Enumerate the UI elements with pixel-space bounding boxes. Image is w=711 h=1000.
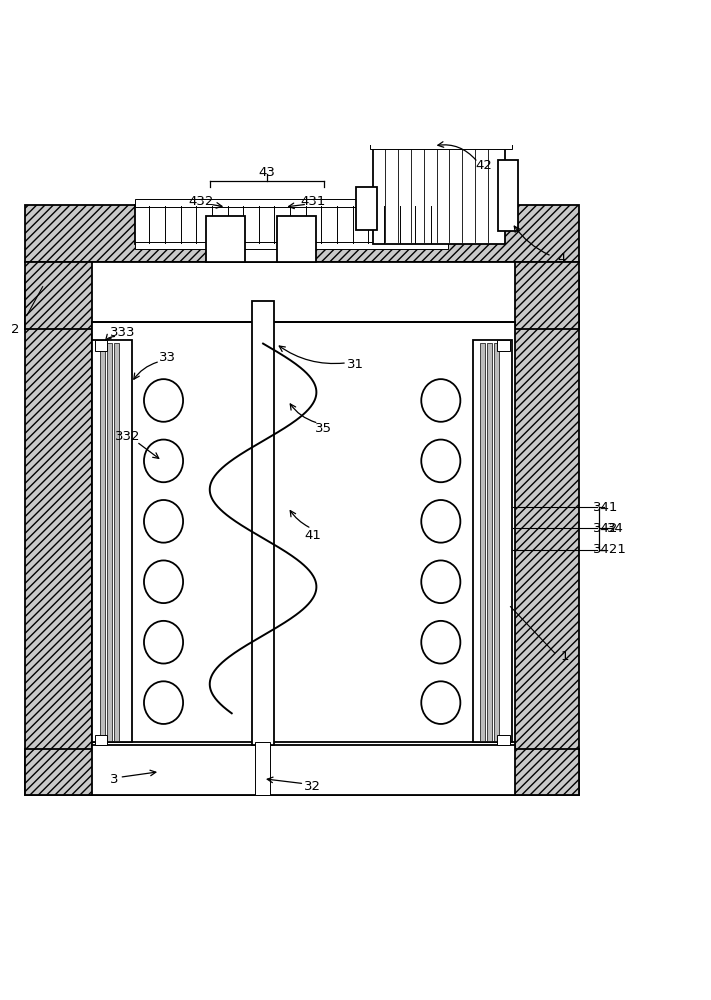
Bar — [497, 735, 510, 745]
Ellipse shape — [421, 379, 461, 422]
Ellipse shape — [421, 500, 461, 543]
Text: 342: 342 — [593, 522, 619, 535]
Text: 31: 31 — [347, 358, 364, 371]
Bar — [95, 340, 107, 351]
Bar — [473, 340, 512, 742]
Bar — [92, 322, 515, 749]
Bar — [494, 343, 499, 741]
Bar — [356, 187, 377, 230]
Bar — [255, 742, 270, 795]
Text: 33: 33 — [159, 351, 176, 364]
Ellipse shape — [421, 681, 461, 724]
Ellipse shape — [421, 560, 461, 603]
Ellipse shape — [144, 621, 183, 664]
Bar — [370, 140, 512, 149]
Bar — [25, 205, 579, 262]
Bar — [277, 216, 316, 262]
Bar — [363, 194, 515, 205]
Bar — [135, 199, 448, 207]
Text: 332: 332 — [115, 430, 141, 443]
Bar — [242, 205, 292, 262]
Text: 3: 3 — [109, 773, 118, 786]
Bar — [114, 343, 119, 741]
Bar — [512, 276, 579, 795]
Bar — [373, 145, 505, 244]
Ellipse shape — [421, 440, 461, 482]
Ellipse shape — [144, 500, 183, 543]
Text: 2: 2 — [11, 323, 20, 336]
Text: 341: 341 — [593, 501, 619, 514]
Bar — [95, 735, 107, 745]
Text: 34: 34 — [606, 522, 624, 535]
Ellipse shape — [421, 621, 461, 664]
Text: 35: 35 — [315, 422, 332, 435]
Text: 32: 32 — [304, 780, 321, 793]
Ellipse shape — [144, 440, 183, 482]
Ellipse shape — [144, 379, 183, 422]
Bar — [25, 262, 579, 329]
Text: 4: 4 — [557, 252, 566, 265]
Bar — [135, 205, 448, 244]
Bar — [206, 216, 245, 262]
Ellipse shape — [144, 681, 183, 724]
Text: 1: 1 — [561, 650, 570, 663]
Bar — [25, 749, 579, 795]
Bar — [487, 343, 492, 741]
Text: 3421: 3421 — [593, 543, 627, 556]
Bar — [25, 276, 92, 795]
Text: 41: 41 — [304, 529, 321, 542]
Text: 42: 42 — [475, 159, 492, 172]
Bar — [107, 343, 112, 741]
Text: 333: 333 — [109, 326, 135, 339]
Bar — [92, 340, 132, 742]
Text: 431: 431 — [300, 195, 326, 208]
Bar — [498, 160, 518, 231]
Bar — [92, 262, 515, 329]
Bar — [252, 301, 274, 745]
Text: 43: 43 — [258, 166, 275, 179]
Text: 432: 432 — [188, 195, 214, 208]
Bar — [100, 343, 105, 741]
Bar — [497, 340, 510, 351]
Bar — [480, 343, 485, 741]
Bar — [92, 742, 515, 795]
Bar — [135, 242, 448, 249]
Ellipse shape — [144, 560, 183, 603]
